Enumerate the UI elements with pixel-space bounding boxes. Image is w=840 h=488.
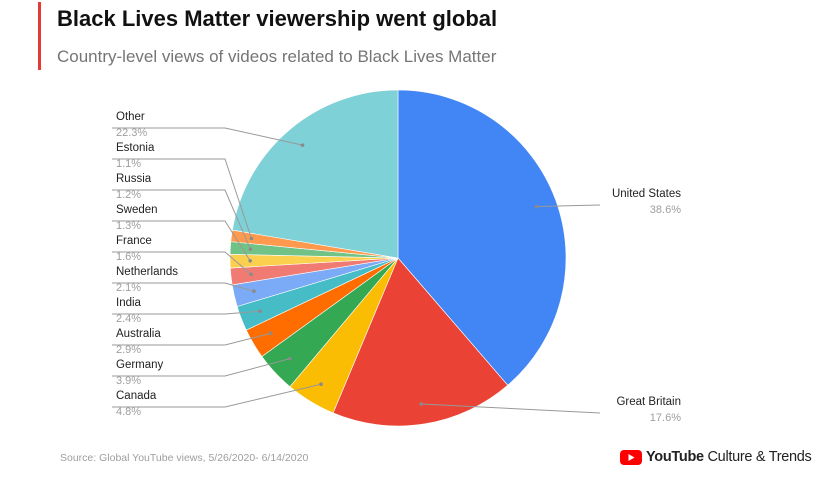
slice-label-netherlands: Netherlands [116, 266, 178, 278]
slice-labels: United States 38.6% Great Britain 17.6% Cana… [116, 111, 681, 424]
source-note: Source: Global YouTube views, 5/26/2020-… [60, 452, 309, 464]
slice-great-britain [332, 257, 509, 427]
youtube-culture-trends-logo: YouTube Culture & Trends [620, 449, 812, 465]
leader-line-other [112, 127, 303, 146]
chart-title: Black Lives Matter viewership went globa… [57, 6, 498, 31]
slice-label-germany: Germany [116, 359, 164, 371]
title-accent-bar [38, 2, 41, 70]
leader-line-great-britain [421, 403, 601, 414]
slice-label-india: India [116, 297, 142, 309]
slice-label-canada: Canada [116, 390, 157, 402]
chart-subtitle: Country-level views of videos related to… [57, 47, 497, 66]
leader-line-france [112, 251, 252, 275]
leader-line-india [112, 310, 261, 315]
brand-text: YouTube Culture & Trends [646, 449, 812, 465]
slice-label-australia: Australia [116, 328, 161, 340]
slice-value-australia: 2.9% [116, 344, 141, 356]
slice-value-france: 1.6% [116, 251, 141, 263]
leader-lines [112, 127, 601, 414]
leader-line-canada [112, 383, 322, 408]
leader-line-australia [112, 332, 271, 346]
leader-dot-germany [287, 356, 292, 361]
slice-value-great-britain: 17.6% [650, 412, 681, 424]
slice-value-other: 22.3% [116, 127, 147, 139]
slice-label-france: France [116, 235, 152, 247]
slice-value-russia: 1.2% [116, 189, 141, 201]
leader-dot-australia [269, 331, 273, 336]
leader-line-russia [112, 189, 251, 250]
leader-dot-canada [319, 382, 323, 387]
slice-label-other: Other [116, 111, 145, 123]
leader-dot-great-britain [419, 402, 423, 406]
leader-line-united-states [536, 204, 601, 208]
slice-united-states [397, 89, 567, 386]
leader-line-netherlands [112, 282, 255, 292]
pie-chart: United States 38.6% Great Britain 17.6% Cana… [112, 89, 681, 427]
leader-dot-france [249, 272, 253, 277]
slice-value-united-states: 38.6% [650, 204, 681, 216]
leader-line-germany [112, 358, 290, 377]
slice-other [231, 89, 399, 259]
slice-label-united-states: United States [612, 188, 681, 200]
leader-dot-estonia [249, 236, 254, 241]
slice-value-canada: 4.8% [116, 406, 141, 418]
slice-label-russia: Russia [116, 173, 152, 185]
leader-dot-united-states [534, 204, 539, 209]
leader-dot-russia [248, 247, 253, 251]
slice-label-great-britain: Great Britain [616, 396, 681, 408]
slice-label-estonia: Estonia [116, 142, 155, 154]
slice-value-india: 2.4% [116, 313, 141, 325]
slice-value-estonia: 1.1% [116, 158, 141, 170]
brand-suffix: Culture & Trends [703, 449, 812, 465]
slice-value-netherlands: 2.1% [116, 282, 141, 294]
leader-dot-netherlands [252, 289, 256, 294]
leader-dot-sweden [248, 258, 252, 263]
slice-value-germany: 3.9% [116, 375, 141, 387]
leader-line-sweden [112, 220, 251, 262]
leader-line-estonia [112, 158, 252, 239]
youtube-play-icon [620, 449, 642, 465]
leader-dot-other [300, 143, 305, 147]
slice-value-sweden: 1.3% [116, 220, 141, 232]
pie-slices [229, 89, 567, 427]
slice-label-sweden: Sweden [116, 204, 158, 216]
brand-name: YouTube [646, 449, 704, 465]
leader-dot-india [258, 309, 262, 314]
